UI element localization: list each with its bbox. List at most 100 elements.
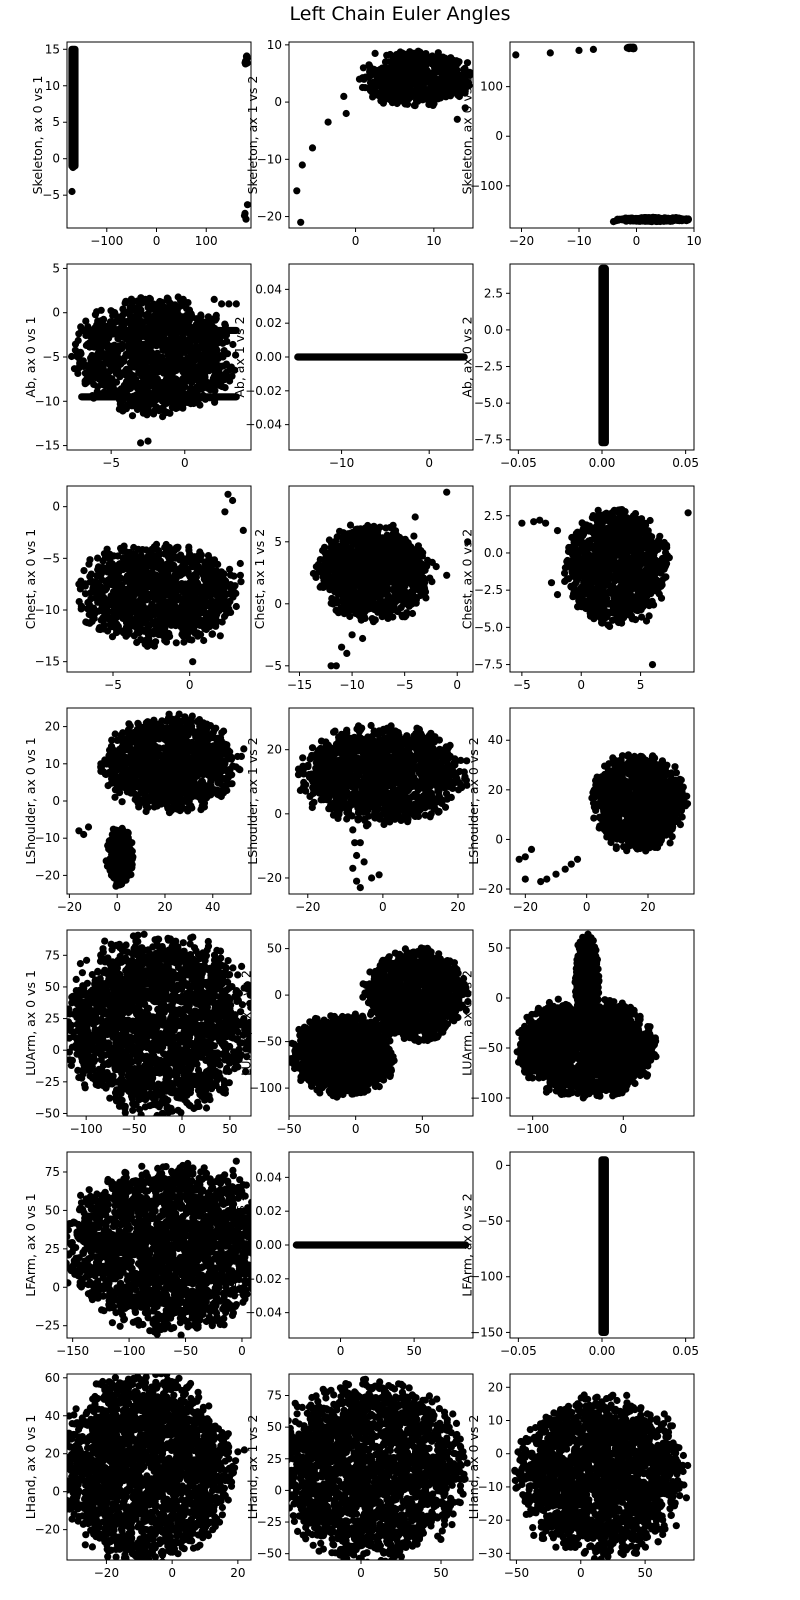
x-tick-label: −10: [329, 456, 354, 470]
scatter-point: [638, 613, 646, 621]
scatter-point: [388, 578, 396, 586]
scatter-point: [210, 613, 218, 621]
y-tick-label: 10: [45, 79, 60, 93]
scatter-point: [412, 599, 420, 607]
scatter-point: [343, 649, 351, 658]
scatter-point: [212, 368, 220, 376]
scatter-point: [106, 383, 114, 391]
scatter-point: [381, 58, 390, 66]
scatter-point: [68, 162, 76, 170]
scatter-point: [126, 304, 134, 312]
scatter-point: [85, 560, 93, 568]
scatter-point: [153, 315, 161, 323]
y-tick-label: 0: [495, 129, 503, 143]
scatter-point: [433, 67, 441, 75]
scatter-point: [107, 616, 116, 624]
scatter-point: [146, 316, 154, 324]
scatter-point: [159, 580, 167, 588]
scatter-point: [298, 161, 306, 169]
y-tick-label: 0: [274, 597, 282, 611]
scatter-point: [106, 554, 114, 562]
scatter-point: [177, 566, 185, 574]
scatter-point: [458, 86, 466, 94]
scatter-point: [202, 358, 210, 366]
scatter-point: [126, 382, 134, 390]
scatter-point: [155, 380, 163, 388]
y-tick-label: 5: [274, 535, 282, 549]
y-tick-label: 15: [45, 42, 60, 56]
scatter-point: [81, 590, 90, 598]
scatter-point: [183, 362, 192, 370]
scatter-point: [119, 305, 127, 313]
scatter-point: [388, 58, 396, 66]
scatter-point: [404, 539, 412, 547]
scatter-point: [415, 75, 423, 83]
scatter-point: [92, 362, 100, 370]
scatter-point: [457, 72, 465, 80]
scatter-point: [170, 347, 178, 355]
scatter-point: [386, 543, 394, 551]
scatter-point: [325, 568, 333, 576]
scatter-point: [86, 343, 94, 351]
scatter-point: [399, 92, 407, 100]
x-tick-label: 0: [453, 678, 461, 692]
scatter-point: [418, 552, 426, 560]
scatter-point: [395, 580, 403, 589]
scatter-point: [143, 627, 151, 636]
scatter-point: [434, 49, 442, 57]
scatter-point: [400, 544, 408, 552]
scatter-point: [102, 578, 110, 586]
scatter-point: [546, 49, 554, 57]
scatter-point: [393, 572, 402, 581]
scatter-point: [92, 334, 101, 342]
x-tick-label: 0: [186, 678, 194, 692]
scatter-point: [448, 80, 456, 88]
scatter-point: [242, 53, 251, 61]
scatter-band: [78, 326, 240, 335]
scatter-point: [428, 94, 436, 102]
scatter-point: [164, 383, 172, 391]
scatter-points: [309, 488, 472, 670]
y-tick-label: −0.02: [245, 384, 282, 398]
scatter-point: [150, 410, 158, 418]
scatter-point: [153, 386, 161, 394]
y-tick-label: −5: [42, 350, 60, 364]
scatter-point: [128, 603, 136, 611]
y-tick-label: −10: [35, 394, 60, 408]
scatter-point: [161, 320, 169, 329]
scatter-point: [684, 216, 692, 224]
scatter-point: [196, 376, 205, 384]
scatter-point: [212, 311, 220, 319]
scatter-point: [225, 300, 233, 308]
scatter-point: [130, 550, 138, 558]
scatter-point: [197, 370, 205, 378]
scatter-point: [366, 591, 375, 599]
scatter-point: [202, 349, 210, 357]
scatter-point: [194, 345, 202, 353]
scatter-point: [168, 357, 176, 365]
scatter-point: [90, 614, 98, 623]
scatter-point: [466, 68, 473, 76]
scatter-point: [363, 551, 371, 559]
scatter-point: [130, 543, 138, 552]
scatter-point: [111, 309, 119, 317]
scatter-band: [68, 45, 79, 170]
scatter-point: [333, 583, 341, 591]
scatter-point: [180, 384, 188, 392]
scatter-point: [148, 577, 156, 585]
scatter-point: [384, 592, 392, 600]
scatter-point: [364, 73, 373, 81]
x-tick-label: −100: [90, 234, 123, 248]
x-tick-label: −15: [287, 678, 312, 692]
scatter-point: [180, 638, 188, 646]
axes-frame: [288, 41, 474, 229]
scatter-point: [128, 375, 136, 383]
scatter-point: [142, 375, 150, 383]
scatter-point: [624, 216, 632, 224]
scatter-point: [332, 662, 340, 670]
scatter-point: [451, 75, 459, 83]
